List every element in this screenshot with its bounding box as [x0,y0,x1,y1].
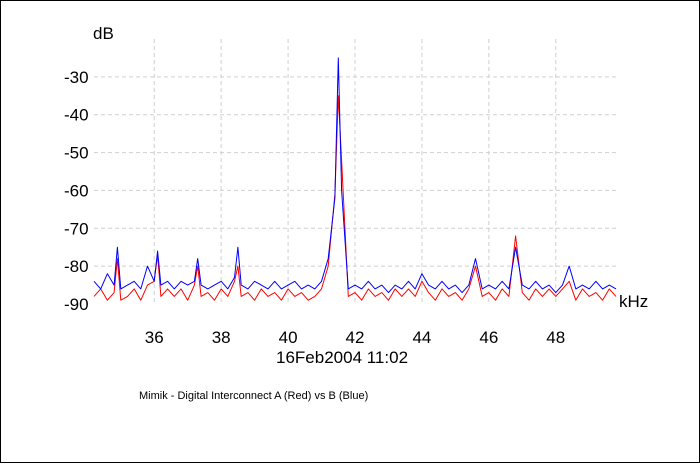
grid-lines [94,39,616,304]
x-tick-label: 42 [346,328,365,347]
x-axis-label: kHz [619,292,648,311]
date-stamp: 16Feb2004 11:02 [276,348,408,367]
x-tick-label: 40 [279,328,298,347]
y-axis-label: dB [93,24,114,43]
x-tick-label: 36 [145,328,164,347]
y-tick-label: -70 [64,219,89,238]
tick-labels: -30 -40 -50 -60 -70 -80 -90 36 38 40 42 44 46 48 [64,68,565,347]
x-tick-label: 38 [212,328,231,347]
y-tick-label: -60 [64,181,89,200]
y-tick-label: -90 [64,295,89,314]
series-layer [93,57,617,301]
y-tick-label: -30 [64,68,89,87]
x-tick-label: 46 [479,328,498,347]
x-tick-label: 48 [546,328,565,347]
chart-caption: Mimik - Digital Interconnect A (Red) vs … [139,390,368,402]
y-tick-label: -40 [64,106,89,125]
series-line-blue [93,57,617,294]
y-tick-label: -50 [64,144,89,163]
x-tick-label: 44 [412,328,431,347]
y-tick-label: -80 [64,257,89,276]
